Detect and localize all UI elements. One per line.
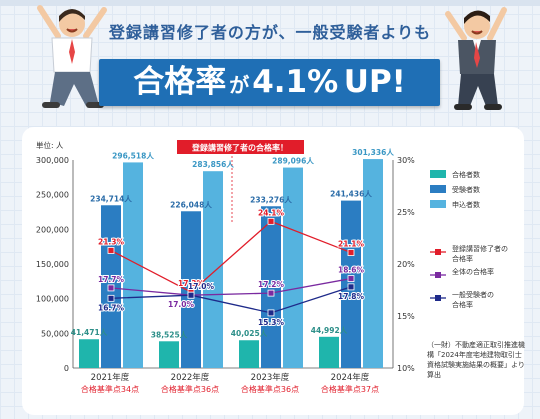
x-tick-label: 2021年度 (91, 372, 130, 383)
y2-tick-label: 10% (397, 364, 415, 373)
source-note: （一財）不動産適正取引推進機構「2024年度宅地建物取引士資格試験実施結果の概要… (427, 341, 525, 379)
bar-value-label: 234,714人 (90, 194, 132, 203)
cheering-man-right-illustration (445, 7, 507, 110)
line-value-label: 17.0% (168, 300, 195, 309)
headline: 登録講習修了者の方が、一般受験者よりも (108, 23, 432, 42)
bar-applicants (283, 167, 303, 368)
line-value-label: 17.8% (338, 292, 365, 301)
legend-label: 申込者数 (452, 200, 480, 209)
bar-value-label: 44,992人 (311, 326, 348, 335)
banner-text-3: 4.1% (252, 64, 339, 100)
bar-applicants (363, 159, 383, 368)
legend-label-cont: 合格率 (452, 254, 473, 263)
x-tick-label: 2023年度 (251, 372, 290, 383)
line-value-label: 18.6% (338, 266, 365, 275)
bar-applicants (123, 162, 143, 368)
line-point (187, 291, 195, 299)
x-sub-label: 合格基準点36点 (161, 384, 219, 394)
line-point (347, 249, 355, 256)
y2-tick-label: 20% (397, 260, 415, 269)
y-tick-label: 50,000 (41, 329, 69, 338)
line-registered (110, 220, 352, 293)
cheering-man-left-illustration (37, 5, 107, 108)
x-sub-label: 合格基準点36点 (241, 384, 299, 394)
legend-label-cont: 合格率 (452, 300, 473, 309)
legend-swatch-bar (430, 200, 446, 208)
line-point (267, 289, 275, 297)
bar-value-label: 241,436人 (330, 190, 372, 199)
line-overall (110, 277, 352, 296)
unit-label: 単位: 人 (36, 140, 64, 150)
line-point (267, 217, 275, 225)
bar-value-label: 226,048人 (170, 200, 212, 209)
bar-examinees (261, 206, 281, 368)
bar-passers (319, 336, 339, 368)
x-tick-label: 2024年度 (331, 372, 370, 383)
legend-label: 受験者数 (452, 185, 480, 194)
y-tick-label: 0 (64, 364, 69, 373)
bar-passers (239, 340, 259, 368)
bar-value-label: 296,518人 (112, 151, 154, 160)
bar-passers (79, 339, 99, 368)
y2-tick-label: 30% (397, 156, 415, 165)
line-value-label: 17.3% (178, 279, 205, 288)
legend-swatch-bar (430, 185, 446, 193)
bar-value-label: 41,471人 (71, 328, 108, 337)
top-band (0, 0, 540, 6)
banner-text-4: UP! (343, 64, 406, 100)
line-point (107, 284, 115, 292)
legend-label: 一般受験者の (452, 290, 494, 299)
banner-text-2: が (229, 73, 250, 97)
x-sub-label: 合格基準点37点 (321, 384, 379, 394)
line-value-label: 15.3% (258, 318, 285, 327)
bar-value-label: 40,025人 (231, 329, 268, 338)
line-value-label: 21.3% (98, 237, 125, 246)
line-value-label: 17.7% (98, 275, 125, 284)
legend-label: 合格者数 (452, 170, 480, 179)
line-value-label: 24.1% (258, 208, 285, 217)
line-value-label: 17.2% (258, 280, 285, 289)
bar-value-label: 38,525人 (151, 330, 188, 339)
bar-value-label: 233,276人 (250, 195, 292, 204)
line-point (267, 309, 275, 317)
bar-value-label: 283,856人 (192, 160, 234, 169)
legend-label: 全体の合格率 (452, 267, 494, 276)
line-point (107, 247, 115, 254)
bar-value-label: 301,336人 (352, 148, 394, 157)
callout-box (177, 140, 304, 154)
line-value-label: 17.0% (188, 282, 215, 291)
bar-applicants (203, 171, 223, 368)
line-general (110, 286, 352, 314)
bar-passers (159, 341, 179, 368)
y-tick-label: 100,000 (36, 295, 69, 304)
line-point (347, 283, 355, 291)
x-tick-label: 2022年度 (171, 372, 210, 383)
y-tick-label: 300,000 (36, 156, 69, 165)
legend-swatch-bar (430, 170, 446, 178)
y-tick-label: 150,000 (36, 260, 69, 269)
callout-text: 登録講習修了者の合格率！ (191, 143, 288, 153)
legend-swatch-marker (435, 249, 441, 255)
y-tick-label: 200,000 (36, 225, 69, 234)
legend-swatch-marker (435, 272, 441, 278)
bar-value-label: 289,096人 (272, 157, 314, 166)
line-point (347, 275, 355, 282)
legend-swatch-marker (435, 295, 441, 301)
y-tick-label: 250,000 (36, 191, 69, 200)
y2-tick-label: 15% (397, 312, 415, 321)
line-point (107, 294, 115, 302)
pass-rate-banner: 合格率 が4.1% UP! (99, 59, 440, 106)
y2-tick-label: 25% (397, 208, 415, 217)
banner-text-1: 合格率 (133, 64, 227, 100)
line-value-label: 21.1% (338, 240, 365, 249)
line-value-label: 16.7% (98, 303, 125, 312)
legend-label: 登録講習修了者の (452, 244, 508, 253)
x-sub-label: 合格基準点34点 (81, 384, 139, 394)
